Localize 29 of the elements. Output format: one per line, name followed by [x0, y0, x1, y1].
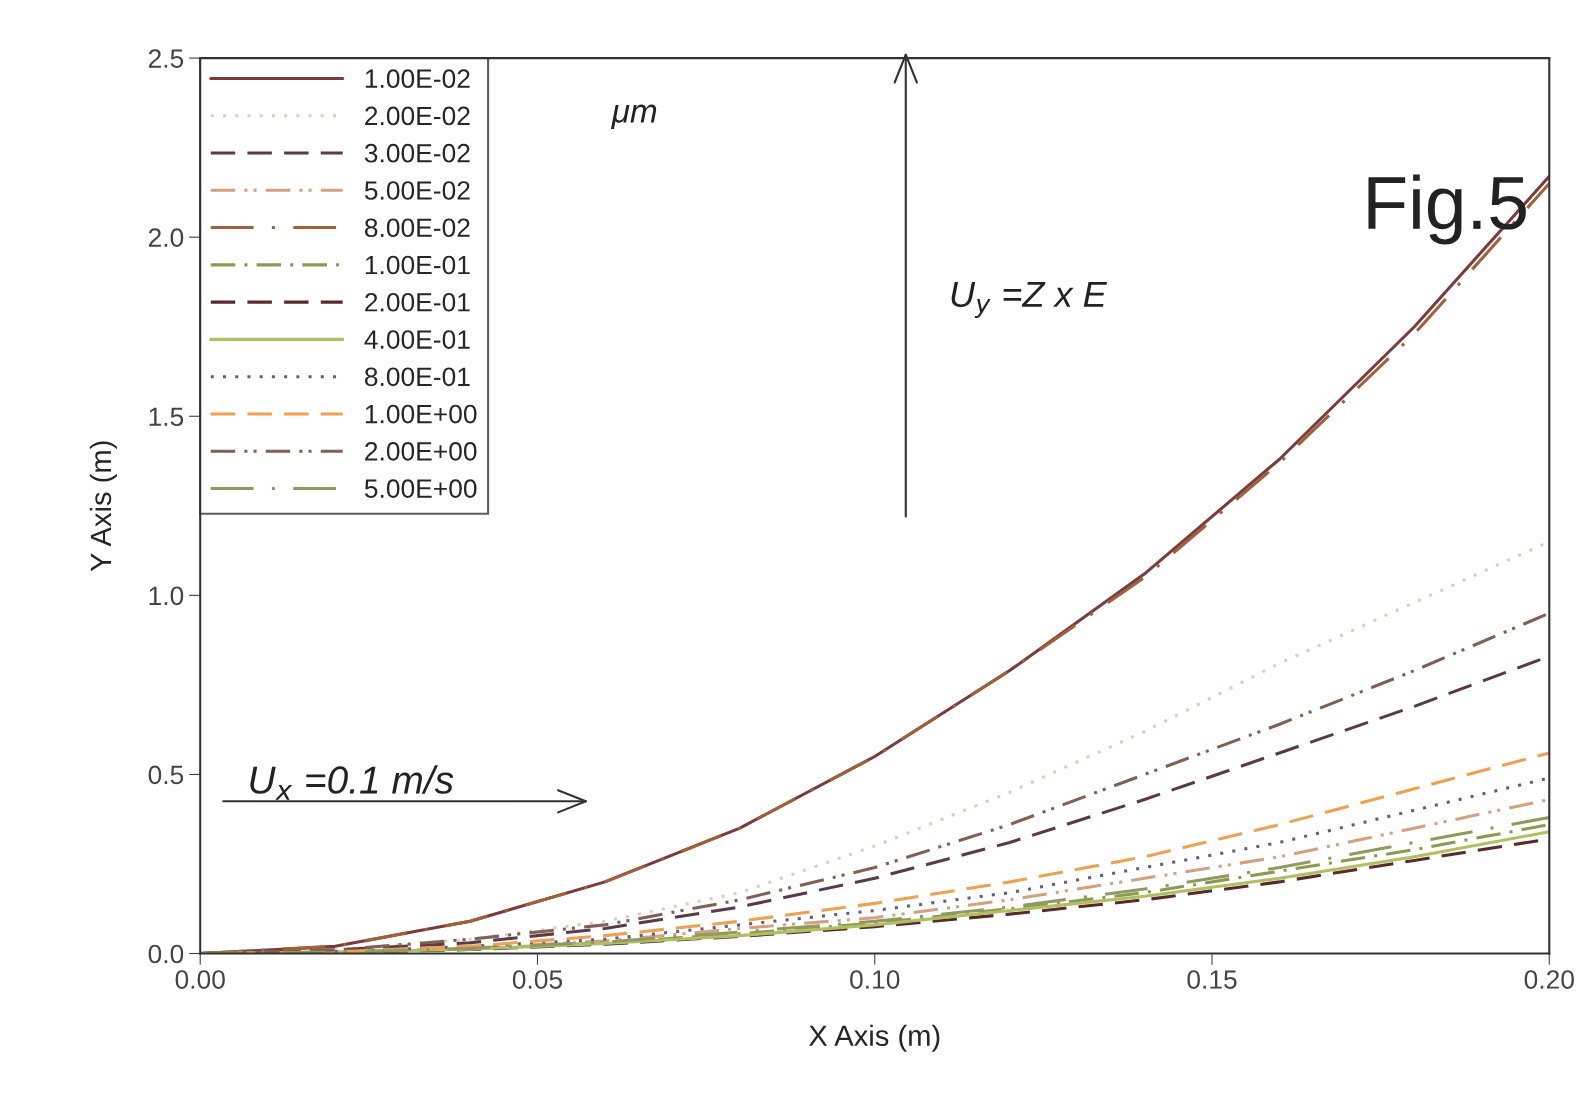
legend-label: 3.00E-02: [364, 143, 470, 163]
x-tick-label: 0.10: [850, 970, 900, 989]
annotation: μm: [610, 104, 657, 129]
legend-label: 2.00E+00: [365, 442, 477, 461]
x-tick-label: 0.00: [175, 970, 225, 989]
y-tick-label: 2.0: [148, 228, 184, 247]
legend-label: 5.00E+00: [364, 479, 477, 498]
annotation: Fig.5: [1368, 174, 1526, 245]
legend-label: 4.00E-01: [364, 330, 470, 349]
legend-label: 2.00E-02: [365, 106, 470, 126]
annotation: U$_{y}$ =Z x E: [951, 281, 1108, 318]
legend-label: 1.00E-02: [365, 69, 470, 89]
y-axis-title: Y Axis (m): [89, 441, 117, 572]
y-tick-label: 0.5: [148, 765, 184, 785]
y-tick-label: 0.0: [148, 944, 184, 964]
legend-label: 5.00E-02: [364, 181, 470, 200]
y-tick-label: 1.5: [149, 407, 184, 427]
legend-label: 2.00E-01: [365, 292, 470, 312]
annotation: U$_{x}$ =0.1 m/s: [250, 765, 454, 800]
legend-label: 8.00E-01: [364, 367, 470, 387]
x-tick-label: 0.20: [1524, 970, 1574, 989]
y-tick-label: 2.5: [148, 49, 184, 68]
x-axis-title: X Axis (m): [808, 1024, 940, 1052]
y-tick-label: 1.0: [149, 586, 184, 606]
legend-label: 1.00E-01: [365, 255, 470, 275]
x-tick-label: 0.05: [512, 970, 563, 989]
legend-label: 1.00E+00: [365, 404, 477, 424]
x-tick-label: 0.15: [1187, 970, 1237, 989]
legend-label: 8.00E-02: [364, 218, 470, 238]
